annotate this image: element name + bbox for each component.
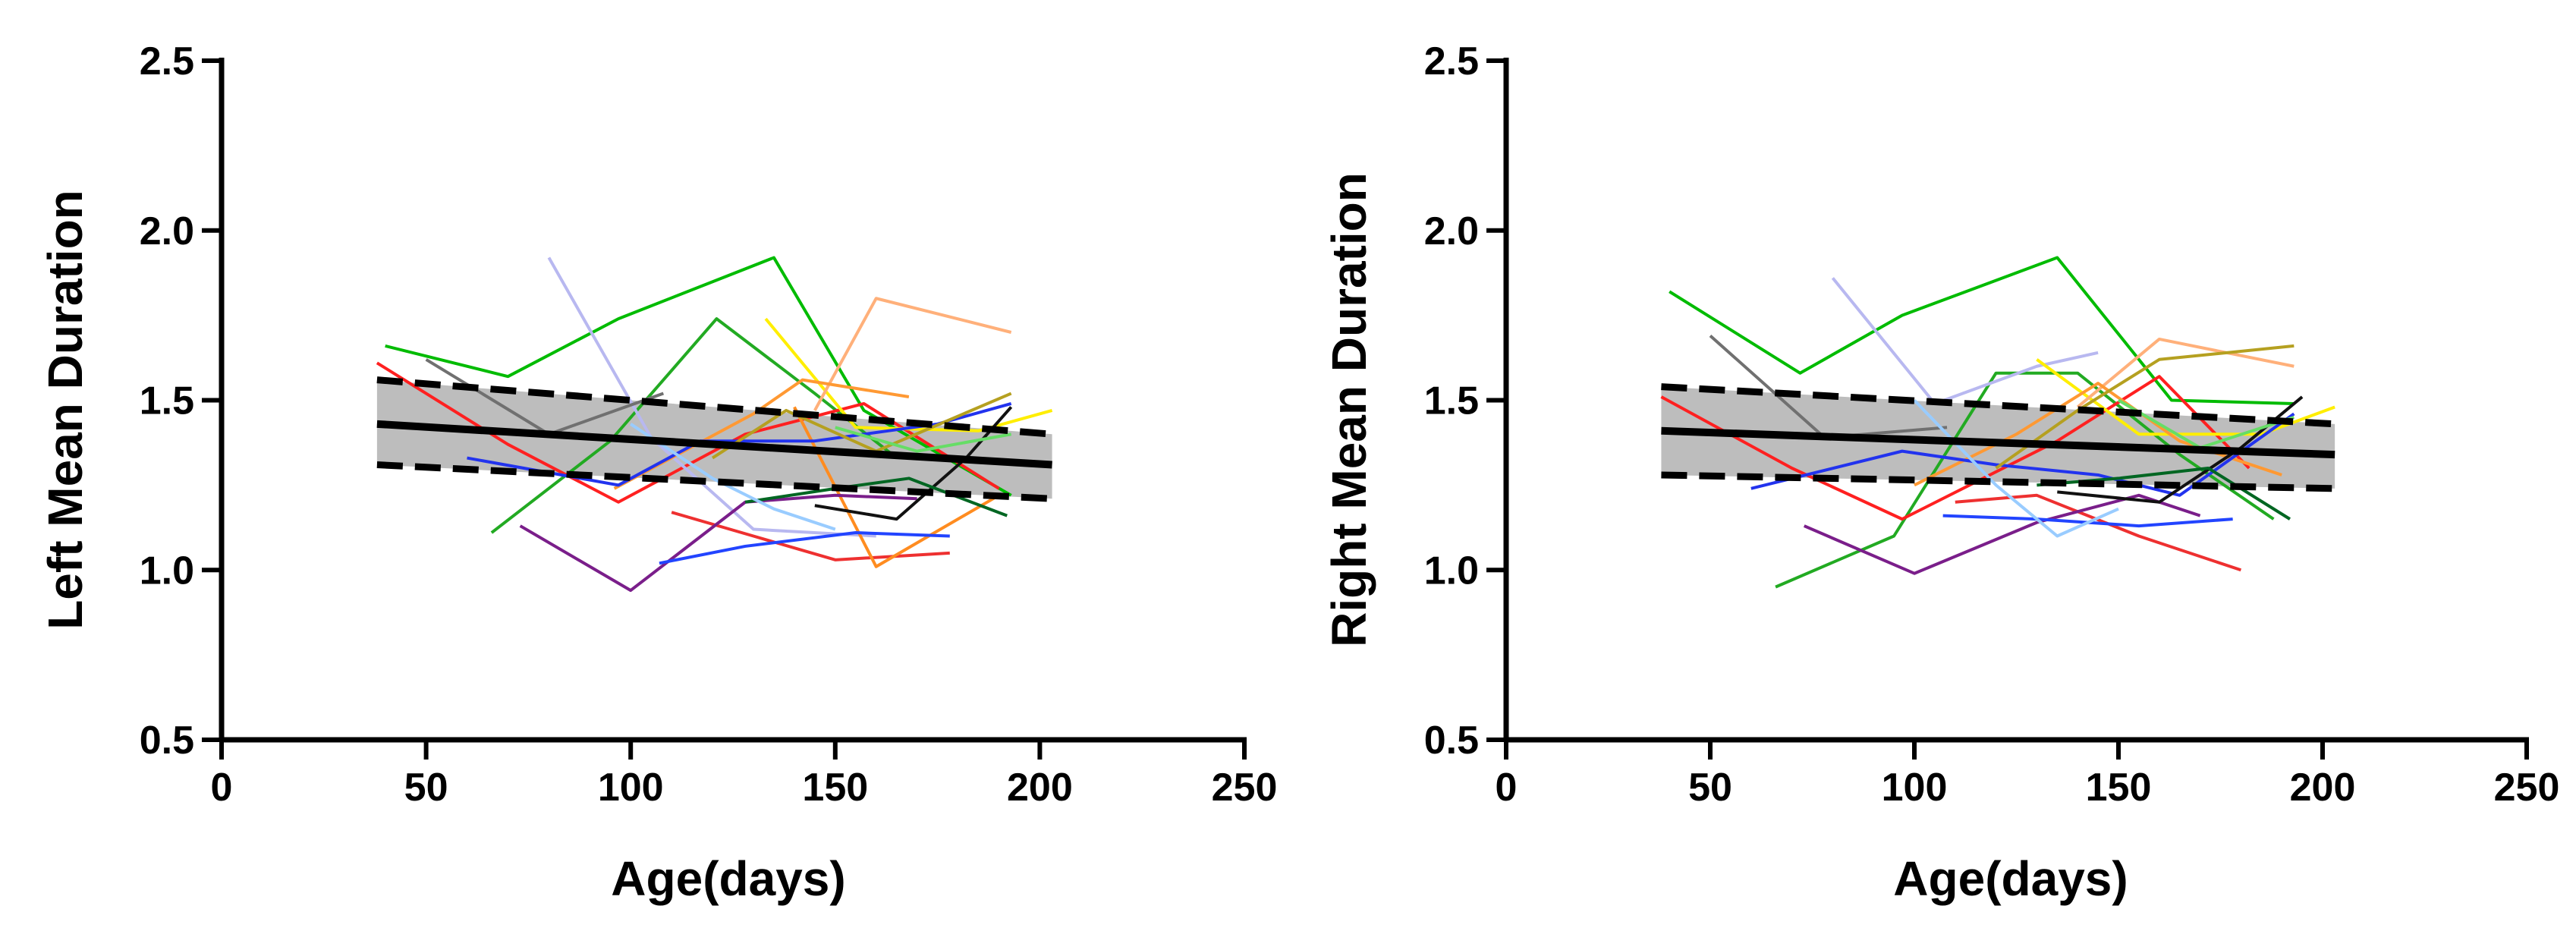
confidence-band xyxy=(376,379,1052,499)
regression-line xyxy=(1661,426,2335,459)
series-line-light-blue xyxy=(630,423,836,531)
x-tick-label: 0 xyxy=(1496,766,1518,810)
y-tick-label: 2.0 xyxy=(140,209,194,253)
confidence-band xyxy=(1661,386,2335,489)
series-line-olive xyxy=(1995,344,2294,470)
series-line-yellow xyxy=(764,317,1053,432)
x-tick-label: 200 xyxy=(2290,766,2356,810)
y-axis-label: Left Mean Duration xyxy=(38,190,93,630)
series-line-lavender xyxy=(1831,277,2099,405)
y-tick-label: 1.5 xyxy=(1424,379,1479,423)
series-line-blue-2 xyxy=(659,531,950,565)
y-tick-label: 1.5 xyxy=(140,379,194,423)
x-tick-label: 50 xyxy=(1688,766,1732,810)
x-tick-label: 200 xyxy=(1007,766,1073,810)
series-line-purple xyxy=(1803,493,2201,575)
x-tick-label: 150 xyxy=(802,766,868,810)
y-tick-label: 2.5 xyxy=(1424,39,1479,83)
x-tick-label: 100 xyxy=(598,766,664,810)
y-tick-label: 2.5 xyxy=(140,39,194,83)
series-line-green xyxy=(385,256,1012,497)
y-axis-label: Right Mean Duration xyxy=(1322,172,1376,647)
series-line-purple xyxy=(519,493,917,593)
regression-line xyxy=(376,420,1052,469)
left-chart-panel: Age(days) Left Mean Duration 0 50 100 150 20… xyxy=(38,39,1277,906)
x-axis-label: Age(days) xyxy=(611,851,845,906)
series-line-green-2 xyxy=(1775,371,2275,589)
y-tick-label: 2.0 xyxy=(1424,209,1479,253)
y-tick-label: 1.0 xyxy=(140,549,194,593)
series-line-olive xyxy=(711,392,1012,460)
series-line-dark-green xyxy=(2037,467,2291,521)
y-tick-label: 0.5 xyxy=(140,719,194,763)
x-tick-label: 0 xyxy=(211,766,233,810)
right-chart-panel: Age(days) Right Mean Duration 0 50 100 150 2… xyxy=(1322,39,2559,906)
y-tick-label: 1.0 xyxy=(1424,549,1479,593)
series-line-orange-2 xyxy=(793,406,1000,568)
y-tick-label: 0.5 xyxy=(1424,719,1479,763)
series-line-red-2 xyxy=(1955,493,2242,572)
series-line-green xyxy=(1669,256,2294,405)
series-line-peach xyxy=(2076,337,2294,408)
x-tick-label: 100 xyxy=(1882,766,1948,810)
x-tick-label: 50 xyxy=(404,766,448,810)
series-line-blue xyxy=(1750,412,2295,497)
series-line-lavender xyxy=(547,256,876,538)
x-tick-label: 250 xyxy=(1212,766,1278,810)
x-tick-label: 150 xyxy=(2086,766,2152,810)
x-tick-label: 250 xyxy=(2494,766,2560,810)
series-line-light-green xyxy=(835,426,1012,453)
series-line-peach xyxy=(813,297,1012,411)
x-axis-label: Age(days) xyxy=(1893,851,2128,906)
